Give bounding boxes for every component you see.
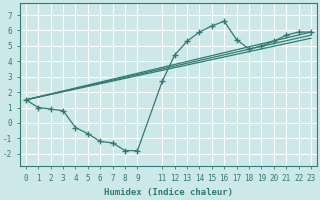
X-axis label: Humidex (Indice chaleur): Humidex (Indice chaleur) — [104, 188, 233, 197]
